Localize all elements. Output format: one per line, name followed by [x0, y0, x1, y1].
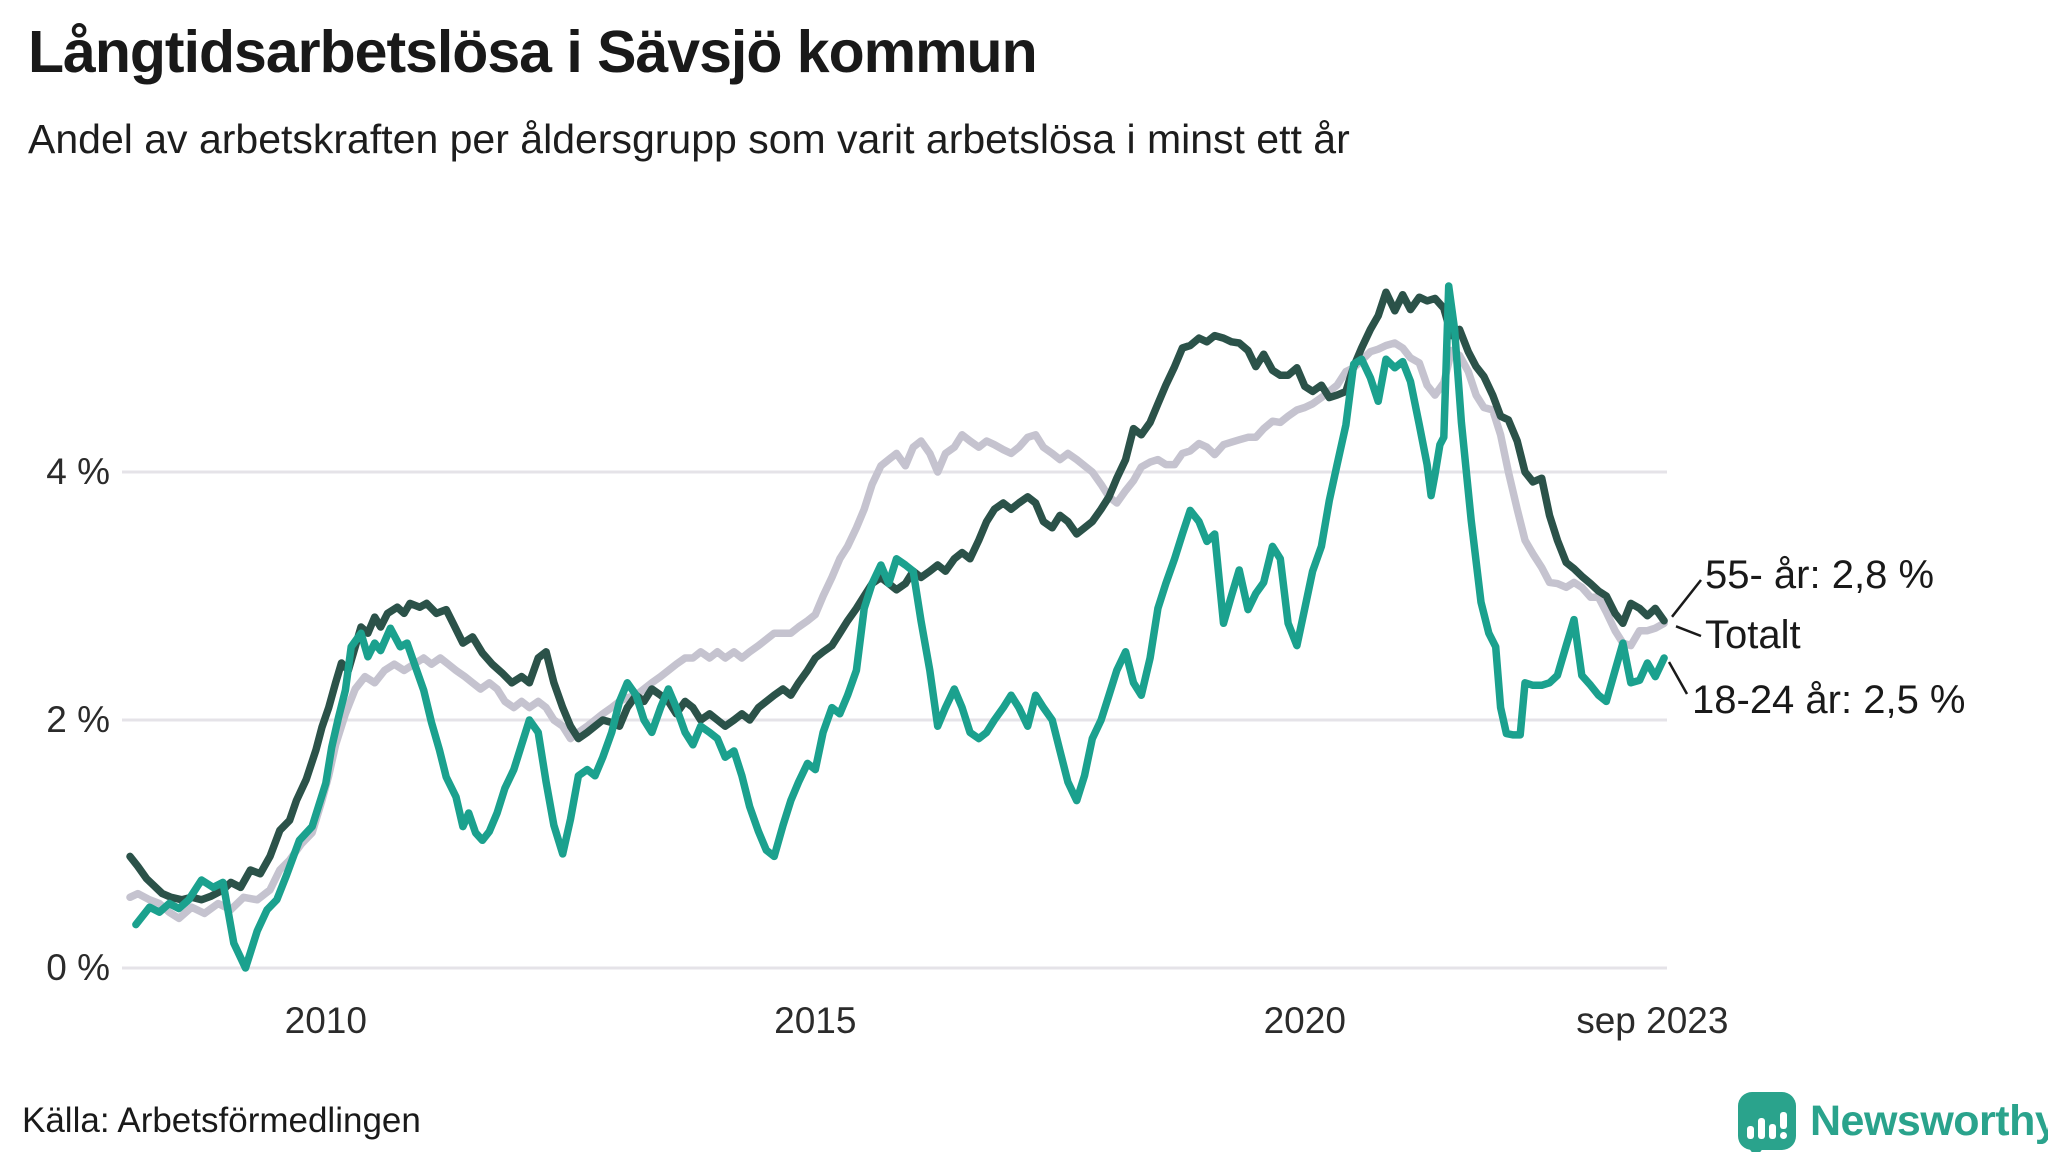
newsworthy-logo: Newsworthy — [1738, 1092, 2048, 1152]
y-axis-tick-0: 0 % — [46, 947, 110, 988]
series-line-55-r — [126, 288, 1668, 904]
series-label-18-24: 18-24 år: 2,5 % — [1692, 678, 1966, 722]
leader-line-2 — [1667, 661, 1689, 695]
bar-chart-glyph — [1747, 1112, 1787, 1139]
series-line-18-24-r — [132, 282, 1668, 972]
newsworthy-speech-bubble-icon — [1738, 1092, 1796, 1152]
series-line-Totalt — [126, 339, 1668, 923]
exclamation-glyph — [1780, 1112, 1787, 1139]
x-axis-tick-sep-2023: sep 2023 — [1576, 1000, 1729, 1041]
speech-bubble-tail — [1746, 1144, 1766, 1152]
newsworthy-logo-text: Newsworthy — [1810, 1096, 2048, 1145]
series-label-totalt: Totalt — [1705, 613, 1801, 657]
page-title: Långtidsarbetslösa i Sävsjö kommun — [28, 19, 1038, 85]
source-note: Källa: Arbetsförmedlingen — [22, 1101, 421, 1140]
chart-subtitle: Andel av arbetskraften per åldersgrupp s… — [28, 116, 1350, 162]
series-label-55: 55- år: 2,8 % — [1705, 553, 1935, 597]
x-axis-tick-2020: 2020 — [1263, 1000, 1346, 1041]
x-axis-tick-2010: 2010 — [284, 1000, 367, 1041]
y-axis-tick-2: 2 % — [46, 699, 110, 740]
leader-line-1 — [1675, 625, 1702, 638]
y-axis-tick-4: 4 % — [46, 451, 110, 492]
leader-line-0 — [1671, 579, 1702, 618]
x-axis-tick-2015: 2015 — [774, 1000, 857, 1041]
